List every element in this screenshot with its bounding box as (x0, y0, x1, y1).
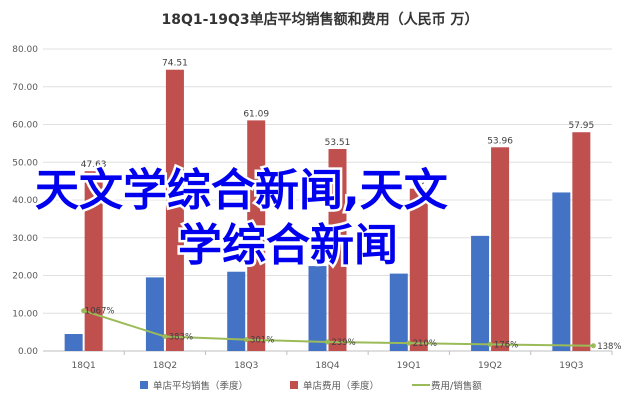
legend-label: 费用/销售额 (431, 380, 482, 392)
ratio-data-label: 301% (250, 336, 274, 346)
bar-cost (572, 132, 591, 351)
y-tick-label: 50.00 (12, 158, 38, 168)
overlay-text-line-2: 学综合新闻 (178, 220, 398, 271)
legend-label: 单店费用（季度） (303, 380, 379, 392)
x-tick-label: 18Q2 (153, 361, 177, 371)
overlay-text-line-1: 天文学综合新闻,天文 (35, 165, 448, 216)
bar-data-label: 47.63 (81, 160, 107, 170)
y-tick-label: 80.00 (12, 45, 38, 55)
ratio-data-label: 210% (413, 339, 437, 349)
ratio-point (81, 308, 87, 314)
bar-sales (471, 235, 490, 351)
bars-layer: 47.63 74.51 61.09 53.51 43 53.96 57.95 (64, 59, 594, 352)
x-axis-ticks: 18Q1 18Q2 18Q3 18Q4 19Q1 19Q2 19Q3 (72, 351, 613, 371)
x-tick-label: 18Q1 (72, 361, 96, 371)
overlay-text-layer: 天文学综合新闻,天文学综合新闻 (33, 163, 451, 274)
bar-data-label: 53.96 (487, 136, 513, 146)
y-tick-label: 60.00 (12, 121, 38, 131)
bar-cost (247, 120, 266, 351)
bar-data-label: 43 (413, 178, 424, 188)
bar-sales (227, 271, 246, 351)
y-tick-label: 10.00 (12, 309, 38, 319)
y-tick-label: 70.00 (12, 83, 38, 93)
y-tick-label: 20.00 (12, 272, 38, 282)
ratio-point (590, 343, 596, 349)
y-tick-label: 30.00 (12, 234, 38, 244)
bar-cost (84, 171, 103, 351)
chart-title: 18Q1-19Q3单店平均销售额和费用（人民币 万） (162, 11, 479, 28)
ratio-data-label: 138% (597, 342, 621, 352)
y-tick-label: 40.00 (12, 196, 38, 206)
ratio-data-label: 176% (494, 340, 518, 350)
legend: 单店平均销售（季度） 单店费用（季度） 费用/销售额 (140, 380, 482, 392)
legend-label: 单店平均销售（季度） (153, 380, 248, 392)
legend-swatch (140, 381, 148, 389)
bar-data-label: 57.95 (568, 121, 594, 131)
bar-cost (328, 148, 347, 351)
ratio-point (243, 337, 249, 343)
bar-cost (409, 188, 428, 351)
grid-lines (43, 48, 612, 352)
bar-data-label: 53.51 (325, 138, 351, 148)
bar-sales (64, 334, 83, 351)
ratio-line-layer: 1067% 383% 301% 239% 210% 176% 138% (81, 307, 622, 352)
ratio-point (162, 334, 168, 340)
bar-sales (308, 266, 327, 351)
bar-sales (145, 277, 164, 351)
bar-sales (389, 273, 408, 351)
legend-swatch (290, 381, 298, 389)
x-tick-label: 18Q3 (234, 361, 258, 371)
bar-cost (165, 69, 184, 352)
x-tick-label: 19Q2 (478, 361, 502, 371)
bar-data-label: 61.09 (243, 109, 269, 119)
bar-data-label: 74.51 (162, 59, 188, 69)
ratio-data-label: 1067% (85, 307, 115, 317)
x-tick-label: 18Q4 (315, 361, 340, 371)
y-axis-ticks: 0.00 10.00 20.00 30.00 40.00 50.00 60.00 70.00 8… (12, 45, 38, 357)
ratio-data-label: 239% (331, 338, 355, 348)
ratio-point (487, 341, 493, 347)
bar-cost (491, 147, 510, 351)
y-tick-label: 0.00 (18, 347, 38, 357)
ratio-point (406, 340, 412, 346)
ratio-point (325, 339, 330, 345)
bar-sales (552, 192, 571, 351)
ratio-data-label: 383% (169, 333, 193, 343)
x-tick-label: 19Q3 (559, 361, 583, 371)
x-tick-label: 19Q1 (397, 361, 421, 371)
